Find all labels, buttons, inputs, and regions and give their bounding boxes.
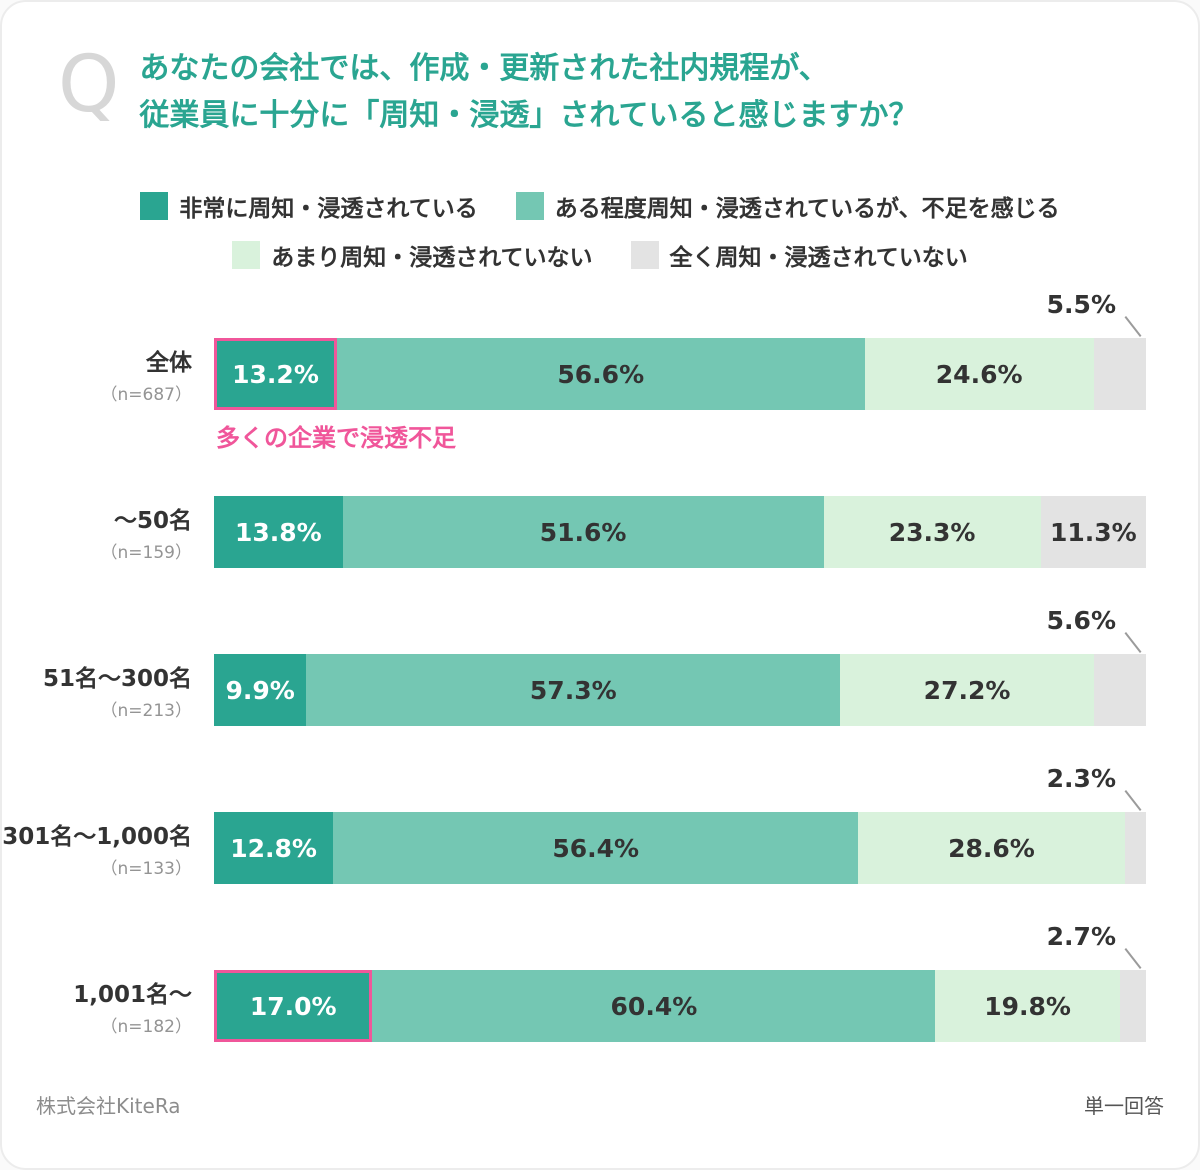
bar-segment: 27.2% [840, 654, 1094, 726]
bar-wrap: 12.8% 56.4% 28.6% 2.3% [214, 764, 1147, 884]
stacked-bar: 13.2% 56.6% 24.6% [214, 338, 1146, 410]
outside-percent-label: 5.6% [1046, 606, 1116, 635]
chart-row: 301名～1,000名 （n=133） 12.8% 56.4% 28.6% 2.3% [2, 764, 1198, 884]
bar-wrap: 9.9% 57.3% 27.2% 5.6% [214, 606, 1146, 726]
chart-row: 51名～300名 （n=213） 9.9% 57.3% 27.2% 5.6% [2, 606, 1198, 726]
row-sample-size: （n=213） [100, 701, 192, 721]
legend-item: 非常に周知・浸透されている [140, 189, 478, 223]
question-title: あなたの会社では、作成・更新された社内規程が、 従業員に十分に「周知・浸透」され… [139, 51, 919, 133]
bar-segment: 11.3% [1040, 496, 1146, 568]
legend-item: あまり周知・浸透されていない [232, 238, 593, 272]
chart-rows: 全体 （n=687） 13.2% 56.6% 24.6% 5.5% 多くの企業で浸透不足 ～5… [2, 276, 1198, 1042]
bar-segment: 24.6% [864, 338, 1094, 410]
bar-wrap: 13.8% 51.6% 23.3% 11.3% [214, 496, 1146, 568]
outside-percent-label: 2.3% [1046, 764, 1116, 793]
row-category: 51名～300名 [42, 666, 192, 692]
bar-segment: 12.8% [214, 812, 334, 884]
stacked-bar: 9.9% 57.3% 27.2% [214, 654, 1146, 726]
chart-row: 1,001名～ （n=182） 17.0% 60.4% 19.8% 2.7% [2, 922, 1198, 1042]
row-sample-size: （n=182） [100, 1017, 192, 1037]
bar-segment [1124, 812, 1147, 884]
bar-segment: 19.8% [935, 970, 1120, 1042]
row-sample-size: （n=133） [100, 859, 192, 879]
bar-segment: 60.4% [372, 970, 936, 1042]
bar-segment: 17.0% [214, 970, 373, 1042]
bar-segment: 13.8% [214, 496, 343, 568]
outside-percent-label: 5.5% [1046, 290, 1116, 319]
callout-line [1124, 790, 1142, 811]
legend-swatch-icon [630, 241, 659, 269]
stacked-bar: 13.8% 51.6% 23.3% 11.3% [214, 496, 1146, 568]
company-credit: 株式会社KiteRa [36, 1094, 181, 1118]
bar-segment: 28.6% [858, 812, 1125, 884]
stacked-bar: 12.8% 56.4% 28.6% [214, 812, 1147, 884]
legend-row-2: あまり周知・浸透されていない 全く周知・浸透されていない [232, 238, 968, 272]
legend-label: 全く周知・浸透されていない [669, 245, 968, 271]
row-category: ～50名 [113, 508, 192, 534]
legend-item: 全く周知・浸透されていない [630, 238, 968, 272]
callout-line [1124, 948, 1142, 969]
callout-line [1124, 632, 1142, 653]
legend-swatch-icon [515, 192, 544, 220]
bar-segment: 51.6% [342, 496, 824, 568]
question-mark-icon: Q [58, 40, 120, 130]
legend-row-1: 非常に周知・浸透されている ある程度周知・浸透されているが、不足を感じる [140, 189, 1060, 223]
outside-percent-label: 2.7% [1046, 922, 1116, 951]
chart-legend: 非常に周知・浸透されている ある程度周知・浸透されているが、不足を感じる あまり周… [2, 189, 1198, 272]
bar-segment: 57.3% [306, 654, 841, 726]
legend-label: ある程度周知・浸透されているが、不足を感じる [554, 196, 1060, 222]
callout-line [1124, 316, 1142, 337]
row-category: 301名～1,000名 [2, 824, 192, 850]
chart-row: ～50名 （n=159） 13.8% 51.6% 23.3% 11.3% [2, 496, 1198, 568]
chart-footer: 株式会社KiteRa 単一回答 [2, 1042, 1198, 1119]
bar-segment: 23.3% [823, 496, 1041, 568]
row-category: 全体 [146, 350, 192, 376]
row-sample-size: （n=687） [100, 385, 192, 405]
bar-segment: 9.9% [214, 654, 307, 726]
bar-wrap: 17.0% 60.4% 19.8% 2.7% [214, 922, 1146, 1042]
question-header: Q あなたの会社では、作成・更新された社内規程が、 従業員に十分に「周知・浸透」… [2, 46, 1198, 139]
row-label: ～50名 （n=159） [2, 501, 214, 563]
bar-segment: 56.4% [333, 812, 859, 884]
legend-item: ある程度周知・浸透されているが、不足を感じる [515, 189, 1060, 223]
bar-segment [1119, 970, 1146, 1042]
bar-segment [1093, 338, 1146, 410]
legend-label: あまり周知・浸透されていない [271, 245, 593, 271]
bar-segment [1093, 654, 1146, 726]
row-label: 全体 （n=687） [2, 343, 214, 405]
bar-wrap: 13.2% 56.6% 24.6% 5.5% 多くの企業で浸透不足 [214, 290, 1146, 452]
legend-label: 非常に周知・浸透されている [179, 196, 478, 222]
row-category: 1,001名～ [73, 982, 192, 1008]
chart-row: 全体 （n=687） 13.2% 56.6% 24.6% 5.5% 多くの企業で浸透不足 [2, 290, 1198, 452]
row-label: 51名～300名 （n=213） [2, 659, 214, 721]
legend-swatch-icon [140, 192, 169, 220]
bar-annotation: 多くの企業で浸透不足 [216, 424, 456, 452]
stacked-bar: 17.0% 60.4% 19.8% [214, 970, 1146, 1042]
answer-type-note: 単一回答 [1084, 1094, 1164, 1118]
row-label: 1,001名～ （n=182） [2, 975, 214, 1037]
legend-swatch-icon [232, 241, 261, 269]
row-label: 301名～1,000名 （n=133） [2, 817, 214, 879]
bar-segment: 13.2% [214, 338, 338, 410]
row-sample-size: （n=159） [100, 543, 192, 563]
bar-segment: 56.6% [337, 338, 865, 410]
